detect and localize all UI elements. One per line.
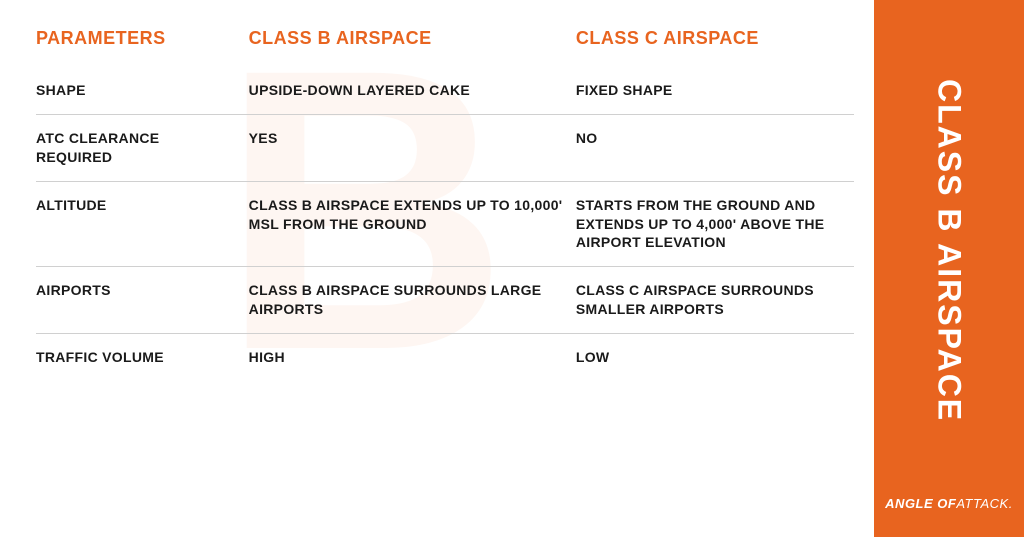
cell-parameter: SHAPE xyxy=(36,67,249,114)
cell-class-b: UPSIDE-DOWN LAYERED CAKE xyxy=(249,67,576,114)
brand-label: ANGLE OFATTACK. xyxy=(874,496,1024,511)
table-row: ATC CLEARANCE REQUIREDYESNO xyxy=(36,114,854,181)
header-class-b: CLASS B AIRSPACE xyxy=(249,28,576,67)
cell-parameter: TRAFFIC VOLUME xyxy=(36,334,249,381)
content-area: B PARAMETERS CLASS B AIRSPACE CLASS C AI… xyxy=(0,0,874,537)
cell-class-c: CLASS C AIRSPACE SURROUNDS SMALLER AIRPO… xyxy=(576,267,854,334)
table-body: SHAPEUPSIDE-DOWN LAYERED CAKEFIXED SHAPE… xyxy=(36,67,854,381)
cell-class-c: FIXED SHAPE xyxy=(576,67,854,114)
brand-light: ATTACK. xyxy=(956,496,1012,511)
cell-class-c: LOW xyxy=(576,334,854,381)
cell-class-b: YES xyxy=(249,114,576,181)
header-class-c: CLASS C AIRSPACE xyxy=(576,28,854,67)
table-row: AIRPORTSCLASS B AIRSPACE SURROUNDS LARGE… xyxy=(36,267,854,334)
brand-bold: ANGLE OF xyxy=(885,496,956,511)
table-row: ALTITUDECLASS B AIRSPACE EXTENDS UP TO 1… xyxy=(36,181,854,267)
comparison-table: PARAMETERS CLASS B AIRSPACE CLASS C AIRS… xyxy=(36,28,854,381)
sidebar: CLASS B AIRSPACE ANGLE OFATTACK. xyxy=(874,0,1024,537)
cell-parameter: AIRPORTS xyxy=(36,267,249,334)
cell-class-b: HIGH xyxy=(249,334,576,381)
page: B PARAMETERS CLASS B AIRSPACE CLASS C AI… xyxy=(0,0,1024,537)
sidebar-title: CLASS B AIRSPACE xyxy=(931,79,968,422)
table-row: TRAFFIC VOLUMEHIGHLOW xyxy=(36,334,854,381)
table-row: SHAPEUPSIDE-DOWN LAYERED CAKEFIXED SHAPE xyxy=(36,67,854,114)
cell-class-b: CLASS B AIRSPACE SURROUNDS LARGE AIRPORT… xyxy=(249,267,576,334)
cell-class-c: STARTS FROM THE GROUND AND EXTENDS UP TO… xyxy=(576,181,854,267)
header-parameters: PARAMETERS xyxy=(36,28,249,67)
cell-class-c: NO xyxy=(576,114,854,181)
table-header-row: PARAMETERS CLASS B AIRSPACE CLASS C AIRS… xyxy=(36,28,854,67)
cell-parameter: ALTITUDE xyxy=(36,181,249,267)
cell-parameter: ATC CLEARANCE REQUIRED xyxy=(36,114,249,181)
cell-class-b: CLASS B AIRSPACE EXTENDS UP TO 10,000' M… xyxy=(249,181,576,267)
